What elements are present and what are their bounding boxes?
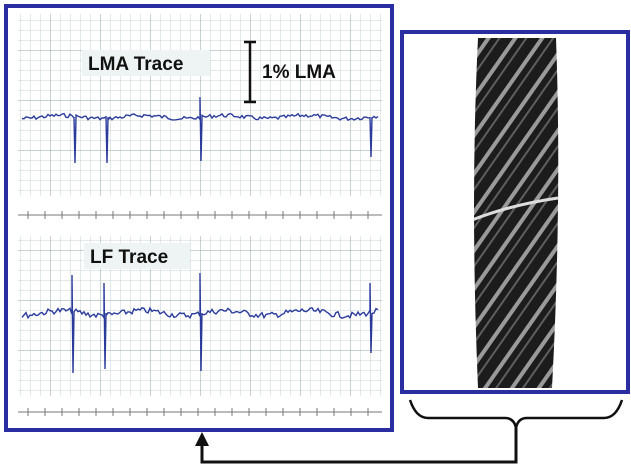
lf-trace-line [21, 272, 379, 374]
lma-trace-label: LMA Trace [88, 54, 183, 75]
lma-trace-line [21, 96, 379, 164]
lf-trace-label: LF Trace [90, 247, 168, 268]
scale-label: 1% LMA [262, 62, 336, 83]
arrow-head [195, 432, 209, 446]
connector [200, 428, 518, 464]
label-bg [84, 243, 190, 269]
scale-bar [244, 40, 256, 104]
timing-ticks [18, 211, 382, 416]
bracket [408, 399, 624, 429]
label-bg [82, 50, 210, 76]
wire-rope [474, 38, 559, 388]
